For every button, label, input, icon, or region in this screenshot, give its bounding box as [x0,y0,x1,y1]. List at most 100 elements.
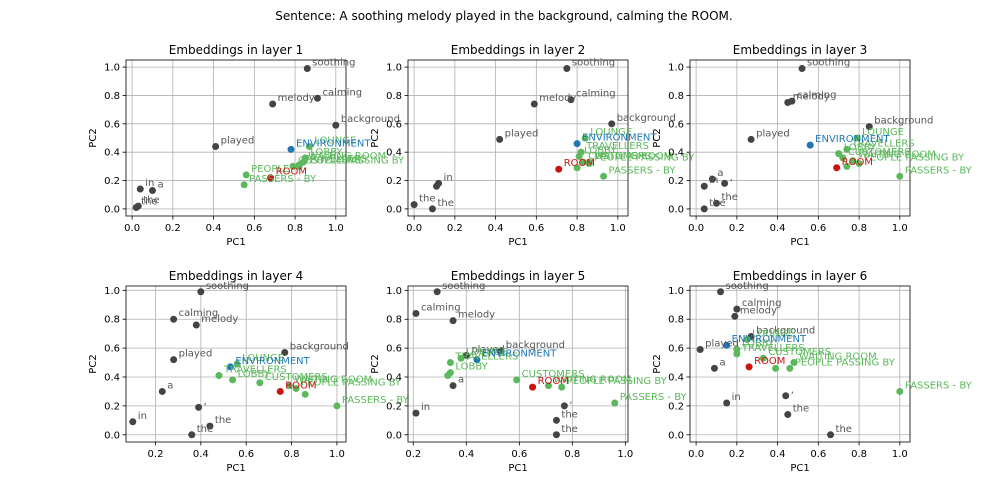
x-tick-label: 0.6 [810,223,826,234]
point-room [745,363,753,371]
point-synonym [305,143,313,151]
x-tick-label: 0.2 [165,223,181,234]
point-label: the [143,195,159,206]
y-tick-label: 0.4 [386,373,402,384]
point-word [412,309,420,317]
point-label: LOUNGE [466,347,508,358]
point-label: TRAVELLERS [454,352,518,363]
panels-container: 0.0 0.2 0.4 0.6 0.8 1.0 0.0 0.2 0.4 0.6 0.8 1.0 Embe… [88,43,973,474]
y-tick-label: 1.0 [386,286,402,297]
point-label: in [444,172,453,183]
plot-frame [125,59,347,217]
point-label: a [167,380,173,391]
point-label: CUSTOMERS [768,347,831,358]
point-synonym [786,364,794,372]
y-tick-label: 1.0 [104,63,120,74]
point-synonym [581,134,589,142]
point-synonym [292,385,300,393]
y-tick-label: 0.8 [104,315,120,326]
scatter-panel-5: 0.2 0.4 0.6 0.8 1.00.00.20.40.60.81.0Embeddi… [370,269,688,474]
point-label: PEOPLE PASSING BY [304,155,405,166]
point-synonym [896,172,904,180]
point-word [700,205,708,213]
point-word [717,288,725,296]
point-synonym [843,162,851,170]
y-tick-label: 1.0 [668,63,684,74]
point-label: the [141,196,157,207]
point-label: soothing [572,58,615,69]
point-synonym [256,379,264,387]
y-axis-label: PC2 [88,354,99,373]
point-label: ROOM [842,157,873,168]
y-tick-label: 0.2 [668,176,684,187]
y-tick-label: 0.8 [104,91,120,102]
point-label: TRAVELLERS [303,154,367,165]
panel-title: Embeddings in layer 3 [733,43,867,57]
point-label: ROOM [276,167,307,178]
point-word [206,422,214,430]
panel-title: Embeddings in layer 2 [451,43,585,57]
point-synonym [289,162,297,170]
point-label: the [215,415,231,426]
scatter-panel-1: 0.0 0.2 0.4 0.6 0.8 1.0 0.0 0.2 0.4 0.6 0.8 1.0 Embe… [88,43,405,248]
y-tick-label: 0.6 [668,344,684,355]
y-tick-label: 0.4 [668,373,684,384]
x-tick-label: 0.4 [458,449,474,460]
y-tick-label: 0.0 [104,430,120,441]
x-tick-label: 1.0 [610,223,626,234]
point-synonym [229,376,237,384]
point-synonym [855,160,863,168]
point-synonym [611,399,619,407]
point-word [428,205,436,213]
x-tick-label: 1.0 [328,223,344,234]
x-tick-label: 0.0 [124,223,140,234]
point-synonym [285,382,293,390]
y-tick-label: 0.6 [104,344,120,355]
x-tick-label: 0.4 [488,223,504,234]
point-label: the [793,404,809,415]
y-tick-label: 0.2 [104,176,120,187]
point-label: LOUNGE [314,136,356,147]
point-word [865,123,873,131]
point-label: TRAVELLERS [851,138,915,149]
y-axis-label: PC2 [652,128,663,147]
y-tick-label: 0.8 [668,315,684,326]
point-label: background [874,116,933,127]
point-label: soothing [206,281,249,292]
point-synonym [843,145,851,153]
point-word [212,143,220,151]
point-synonym [585,160,593,168]
point-label: PEOPLE [251,164,289,175]
point-synonym [849,157,857,165]
scatter-panel-4: 0.2 0.4 0.6 0.8 1.0 0.0 0.2 0.4 0.6 0.8 1.0 Embeddi… [88,269,410,474]
point-synonym [544,382,552,390]
point-synonym [759,354,767,362]
point-label: played [705,339,739,350]
point-room [267,174,275,182]
y-tick-label: 0.0 [104,204,120,215]
point-label: ROOM [538,376,569,387]
point-word [195,403,203,411]
point-word [158,387,166,395]
point-label: CUSTOMERS [522,369,585,380]
y-tick-label: 0.2 [386,401,402,412]
point-word [552,431,560,439]
point-word [462,351,470,359]
x-axis-label: PC1 [226,237,245,248]
x-tick-label: 0.2 [447,223,463,234]
x-tick-label: 0.4 [770,449,786,460]
point-word [433,182,441,190]
point-word [129,418,137,426]
point-label: PEOPLE PASSING BY [864,153,965,164]
point-word [712,199,720,207]
y-tick-label: 0.0 [668,430,684,441]
x-tick-label: 0.4 [206,223,222,234]
x-tick-label: 0.2 [729,223,745,234]
point-synonym [444,372,452,380]
point-word [747,135,755,143]
panel-title: Embeddings in layer 4 [169,269,303,283]
point-synonym [446,359,454,367]
point-label: LOUNGE [590,127,632,138]
point-label: melody [458,310,495,321]
point-synonym [333,402,341,410]
